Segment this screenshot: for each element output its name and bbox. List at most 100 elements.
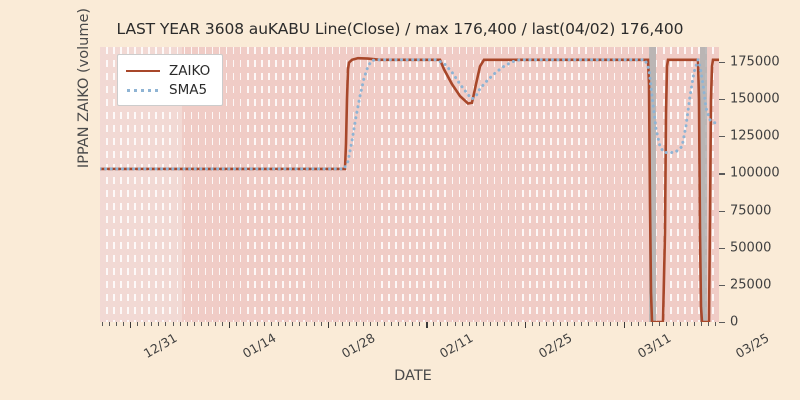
gridline <box>218 47 221 322</box>
x-tick-minor <box>461 322 463 326</box>
gridline <box>345 47 348 322</box>
gridline <box>155 47 157 322</box>
x-tick-minor <box>517 322 519 326</box>
y-tick-label: 50000 <box>730 240 772 256</box>
gridline <box>402 47 404 322</box>
gridline <box>169 47 171 322</box>
gridline <box>564 47 566 322</box>
gridline <box>507 47 510 322</box>
x-tick-minor <box>376 322 378 326</box>
gridline <box>113 47 115 322</box>
x-tick-minor <box>510 322 512 326</box>
x-tick-minor <box>285 322 287 326</box>
gridline <box>500 47 503 322</box>
gridline <box>592 47 595 322</box>
x-tick-minor <box>221 322 223 326</box>
legend-item-sma5: SMA5 <box>126 80 210 99</box>
y-tick-label: 100000 <box>730 165 780 181</box>
x-tick-minor <box>419 322 421 326</box>
gridline <box>536 47 538 322</box>
gridline <box>557 47 559 322</box>
x-tick-minor <box>271 322 273 326</box>
y-tick <box>719 210 725 212</box>
legend-swatch-solid-icon <box>126 64 160 78</box>
gridline <box>352 47 355 322</box>
gridline <box>684 47 686 322</box>
x-tick-minor <box>398 322 400 326</box>
gray-band-2 <box>700 47 707 322</box>
x-tick-minor <box>250 322 252 326</box>
chart-legend: ZAIKO SMA5 <box>117 54 224 106</box>
gridline <box>268 47 270 322</box>
y-tick <box>719 99 725 101</box>
gridline <box>373 47 376 322</box>
x-tick-minor <box>630 322 632 326</box>
x-tick-minor <box>637 322 639 326</box>
gridline <box>423 47 425 322</box>
x-tick-minor <box>708 322 710 326</box>
y-tick <box>719 247 725 249</box>
x-tick-minor <box>433 322 435 326</box>
gridline <box>691 47 693 322</box>
x-tick-label: 03/11 <box>634 330 674 362</box>
x-tick-minor <box>546 322 548 326</box>
x-tick-minor <box>651 322 653 326</box>
x-tick-minor <box>588 322 590 326</box>
x-tick-minor <box>292 322 294 326</box>
x-tick-label: 02/11 <box>437 330 476 362</box>
gridline <box>641 47 644 322</box>
x-tick-minor <box>666 322 667 326</box>
gridline <box>141 47 143 322</box>
y-tick <box>719 173 725 175</box>
gridline <box>204 47 207 322</box>
gridline <box>303 47 305 322</box>
gridline <box>543 47 545 322</box>
gridline <box>106 47 108 322</box>
gridline <box>599 47 602 322</box>
gridline <box>465 47 468 322</box>
x-tick-minor <box>489 322 491 326</box>
x-tick-minor <box>151 322 153 326</box>
y-tick-label: 175000 <box>730 54 780 70</box>
x-tick-minor <box>616 322 618 326</box>
x-tick-minor <box>602 322 604 326</box>
y-tick <box>719 61 725 64</box>
x-tick-minor <box>496 322 498 326</box>
gridline <box>613 47 616 322</box>
x-tick-minor <box>391 322 393 326</box>
series-lines <box>100 54 719 322</box>
gridline <box>493 47 496 322</box>
gridline <box>254 47 256 322</box>
x-tick-minor <box>595 322 597 326</box>
y-tick-label: 0 <box>730 314 739 330</box>
y-tick-label: 150000 <box>730 91 780 107</box>
gridline <box>479 47 482 322</box>
region-late-period <box>182 47 719 322</box>
x-tick-major <box>525 322 527 328</box>
x-tick-minor <box>532 322 534 326</box>
series-line-sma5 <box>100 54 719 171</box>
x-tick-minor <box>144 322 146 326</box>
x-tick-minor <box>447 322 449 326</box>
x-tick-minor <box>172 322 174 326</box>
gridline <box>529 47 531 322</box>
x-tick-minor <box>475 322 477 326</box>
gridline <box>514 47 517 322</box>
x-tick-major <box>426 322 428 328</box>
x-tick-minor <box>687 322 689 326</box>
x-tick-minor <box>179 322 181 326</box>
gridline <box>395 47 397 322</box>
x-tick-minor <box>680 322 682 326</box>
x-tick-minor <box>482 322 484 326</box>
x-tick-minor <box>137 322 139 326</box>
gridline <box>366 47 369 322</box>
gridline <box>324 47 327 322</box>
x-tick-minor <box>567 322 569 326</box>
x-tick-label: 12/31 <box>141 330 180 362</box>
gridline <box>606 47 609 322</box>
x-tick-label: 01/28 <box>338 330 378 362</box>
gridline <box>522 47 524 322</box>
x-tick-minor <box>214 322 216 326</box>
gridline <box>134 47 136 322</box>
gridline <box>275 47 277 322</box>
